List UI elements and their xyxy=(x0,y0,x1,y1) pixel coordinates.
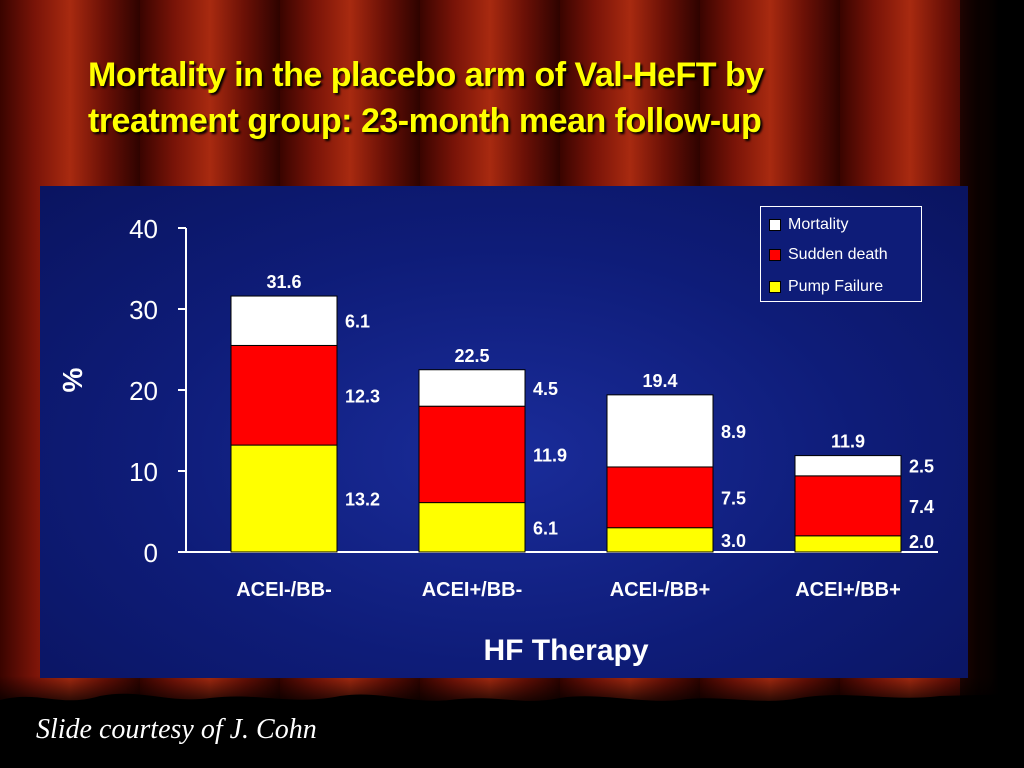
bar-segment-pump-failure xyxy=(418,502,526,553)
bar-segment-sudden-death xyxy=(230,344,338,446)
bar-segment-label-pump-failure: 2.0 xyxy=(909,532,934,552)
bar-segment-label-mortality: 8.9 xyxy=(721,422,746,442)
curtain-hem xyxy=(0,693,1024,768)
legend-swatch-pump-failure xyxy=(769,281,781,293)
y-tick-label: 30 xyxy=(129,295,158,325)
bar-segment-pump-failure xyxy=(230,444,338,553)
bar-segment-mortality xyxy=(418,369,526,407)
chart-legend: Mortality Sudden death Pump Failure xyxy=(760,206,922,302)
x-tick-label: ACEI+/BB+ xyxy=(795,579,901,601)
legend-swatch-mortality xyxy=(769,219,781,231)
bar-segment-label-sudden-death: 12.3 xyxy=(345,386,380,406)
y-tick-label: 10 xyxy=(129,457,158,487)
x-axis-label: HF Therapy xyxy=(483,634,648,667)
y-tick-label: 40 xyxy=(129,214,158,244)
bar-segment-label-pump-failure: 6.1 xyxy=(533,518,558,538)
bar-segment-sudden-death xyxy=(606,466,714,529)
bar-segment-pump-failure xyxy=(606,527,714,553)
legend-swatch-sudden-death xyxy=(769,249,781,261)
bar-segment-label-sudden-death: 11.9 xyxy=(533,445,567,465)
bar-segment-label-sudden-death: 7.5 xyxy=(721,488,746,508)
title-line-2: treatment group: 23-month mean follow-up xyxy=(88,102,762,140)
legend-item-pump-failure: Pump Failure xyxy=(769,277,883,297)
title-line-1: Mortality in the placebo arm of Val-HeFT… xyxy=(88,56,764,94)
bar-segment-label-mortality: 2.5 xyxy=(909,457,934,477)
bar-segment-label-mortality: 6.1 xyxy=(345,312,370,332)
bar-total-label: 11.9 xyxy=(831,432,865,452)
legend-item-mortality: Mortality xyxy=(769,215,848,235)
slide-credit: Slide courtesy of J. Cohn xyxy=(36,714,317,745)
legend-item-sudden-death: Sudden death xyxy=(769,245,888,265)
legend-label-mortality: Mortality xyxy=(788,216,849,233)
bar-segment-sudden-death xyxy=(418,405,526,504)
x-tick-label: ACEI-/BB- xyxy=(236,579,332,601)
legend-label-pump-failure: Pump Failure xyxy=(788,278,884,295)
legend-label-sudden-death: Sudden death xyxy=(788,246,888,263)
y-tick-label: 0 xyxy=(144,538,158,568)
bar-segment-label-mortality: 4.5 xyxy=(533,379,558,399)
bar-segment-label-sudden-death: 7.4 xyxy=(909,497,934,517)
bar-segment-pump-failure xyxy=(794,535,902,553)
slide-title: Mortality in the placebo arm of Val-HeFT… xyxy=(88,52,928,144)
bar-segment-mortality xyxy=(794,455,902,477)
bar-segment-label-pump-failure: 3.0 xyxy=(721,531,746,551)
bar-segment-mortality xyxy=(230,295,338,346)
bar-segment-sudden-death xyxy=(794,475,902,537)
bar-total-label: 19.4 xyxy=(642,371,677,391)
y-tick-label: 20 xyxy=(129,376,158,406)
x-tick-label: ACEI+/BB- xyxy=(422,579,523,601)
bar-total-label: 31.6 xyxy=(266,272,301,292)
y-axis-label: % xyxy=(57,367,88,392)
bar-segment-label-pump-failure: 13.2 xyxy=(345,490,380,510)
curtain-shadow xyxy=(960,0,1024,768)
x-tick-label: ACEI-/BB+ xyxy=(610,579,711,601)
bar-total-label: 22.5 xyxy=(454,346,489,366)
bar-segment-mortality xyxy=(606,394,714,468)
